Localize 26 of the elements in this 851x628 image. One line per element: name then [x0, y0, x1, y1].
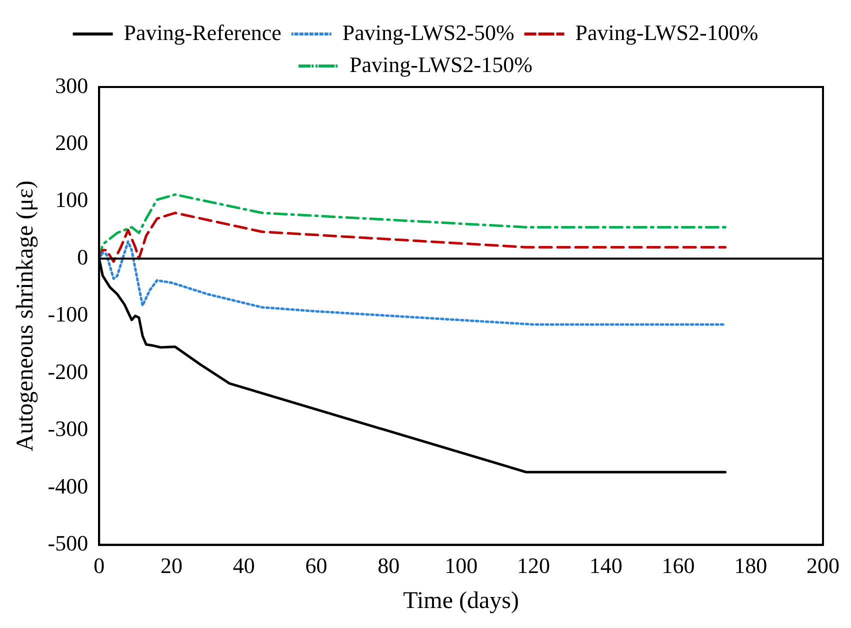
x-tick-label: 180 — [734, 552, 768, 578]
y-tick-label: -500 — [48, 530, 88, 556]
y-tick-label: -400 — [48, 473, 88, 498]
x-tick-label: 40 — [232, 552, 255, 578]
x-tick-label: 80 — [378, 552, 400, 578]
y-tick-label: 0 — [77, 244, 88, 270]
y-tick-label: -300 — [48, 416, 88, 442]
x-tick-label: 60 — [305, 552, 328, 578]
y-tick-label: -200 — [48, 358, 88, 384]
y-tick-label: 200 — [55, 130, 88, 156]
y-axis-title: Autogeneous shrinkage (με) — [12, 180, 39, 452]
x-tick-label: 200 — [806, 552, 840, 578]
x-tick-label: 0 — [94, 552, 105, 578]
legend-label: Paving-LWS2-100% — [575, 20, 758, 45]
legend-label: Paving-LWS2-50% — [342, 20, 514, 45]
y-tick-label: -100 — [48, 302, 88, 327]
x-tick-label: 120 — [516, 552, 550, 578]
x-axis-title: Time (days) — [403, 588, 519, 614]
legend-label: Paving-Reference — [124, 20, 282, 45]
y-tick-label: 100 — [55, 187, 88, 212]
x-tick-label: 140 — [589, 552, 622, 578]
legend-label: Paving-LWS2-150% — [350, 52, 532, 77]
x-tick-label: 160 — [662, 552, 695, 578]
x-tick-label: 100 — [444, 552, 478, 578]
x-tick-label: 20 — [160, 552, 183, 578]
y-tick-label: 300 — [55, 72, 88, 98]
